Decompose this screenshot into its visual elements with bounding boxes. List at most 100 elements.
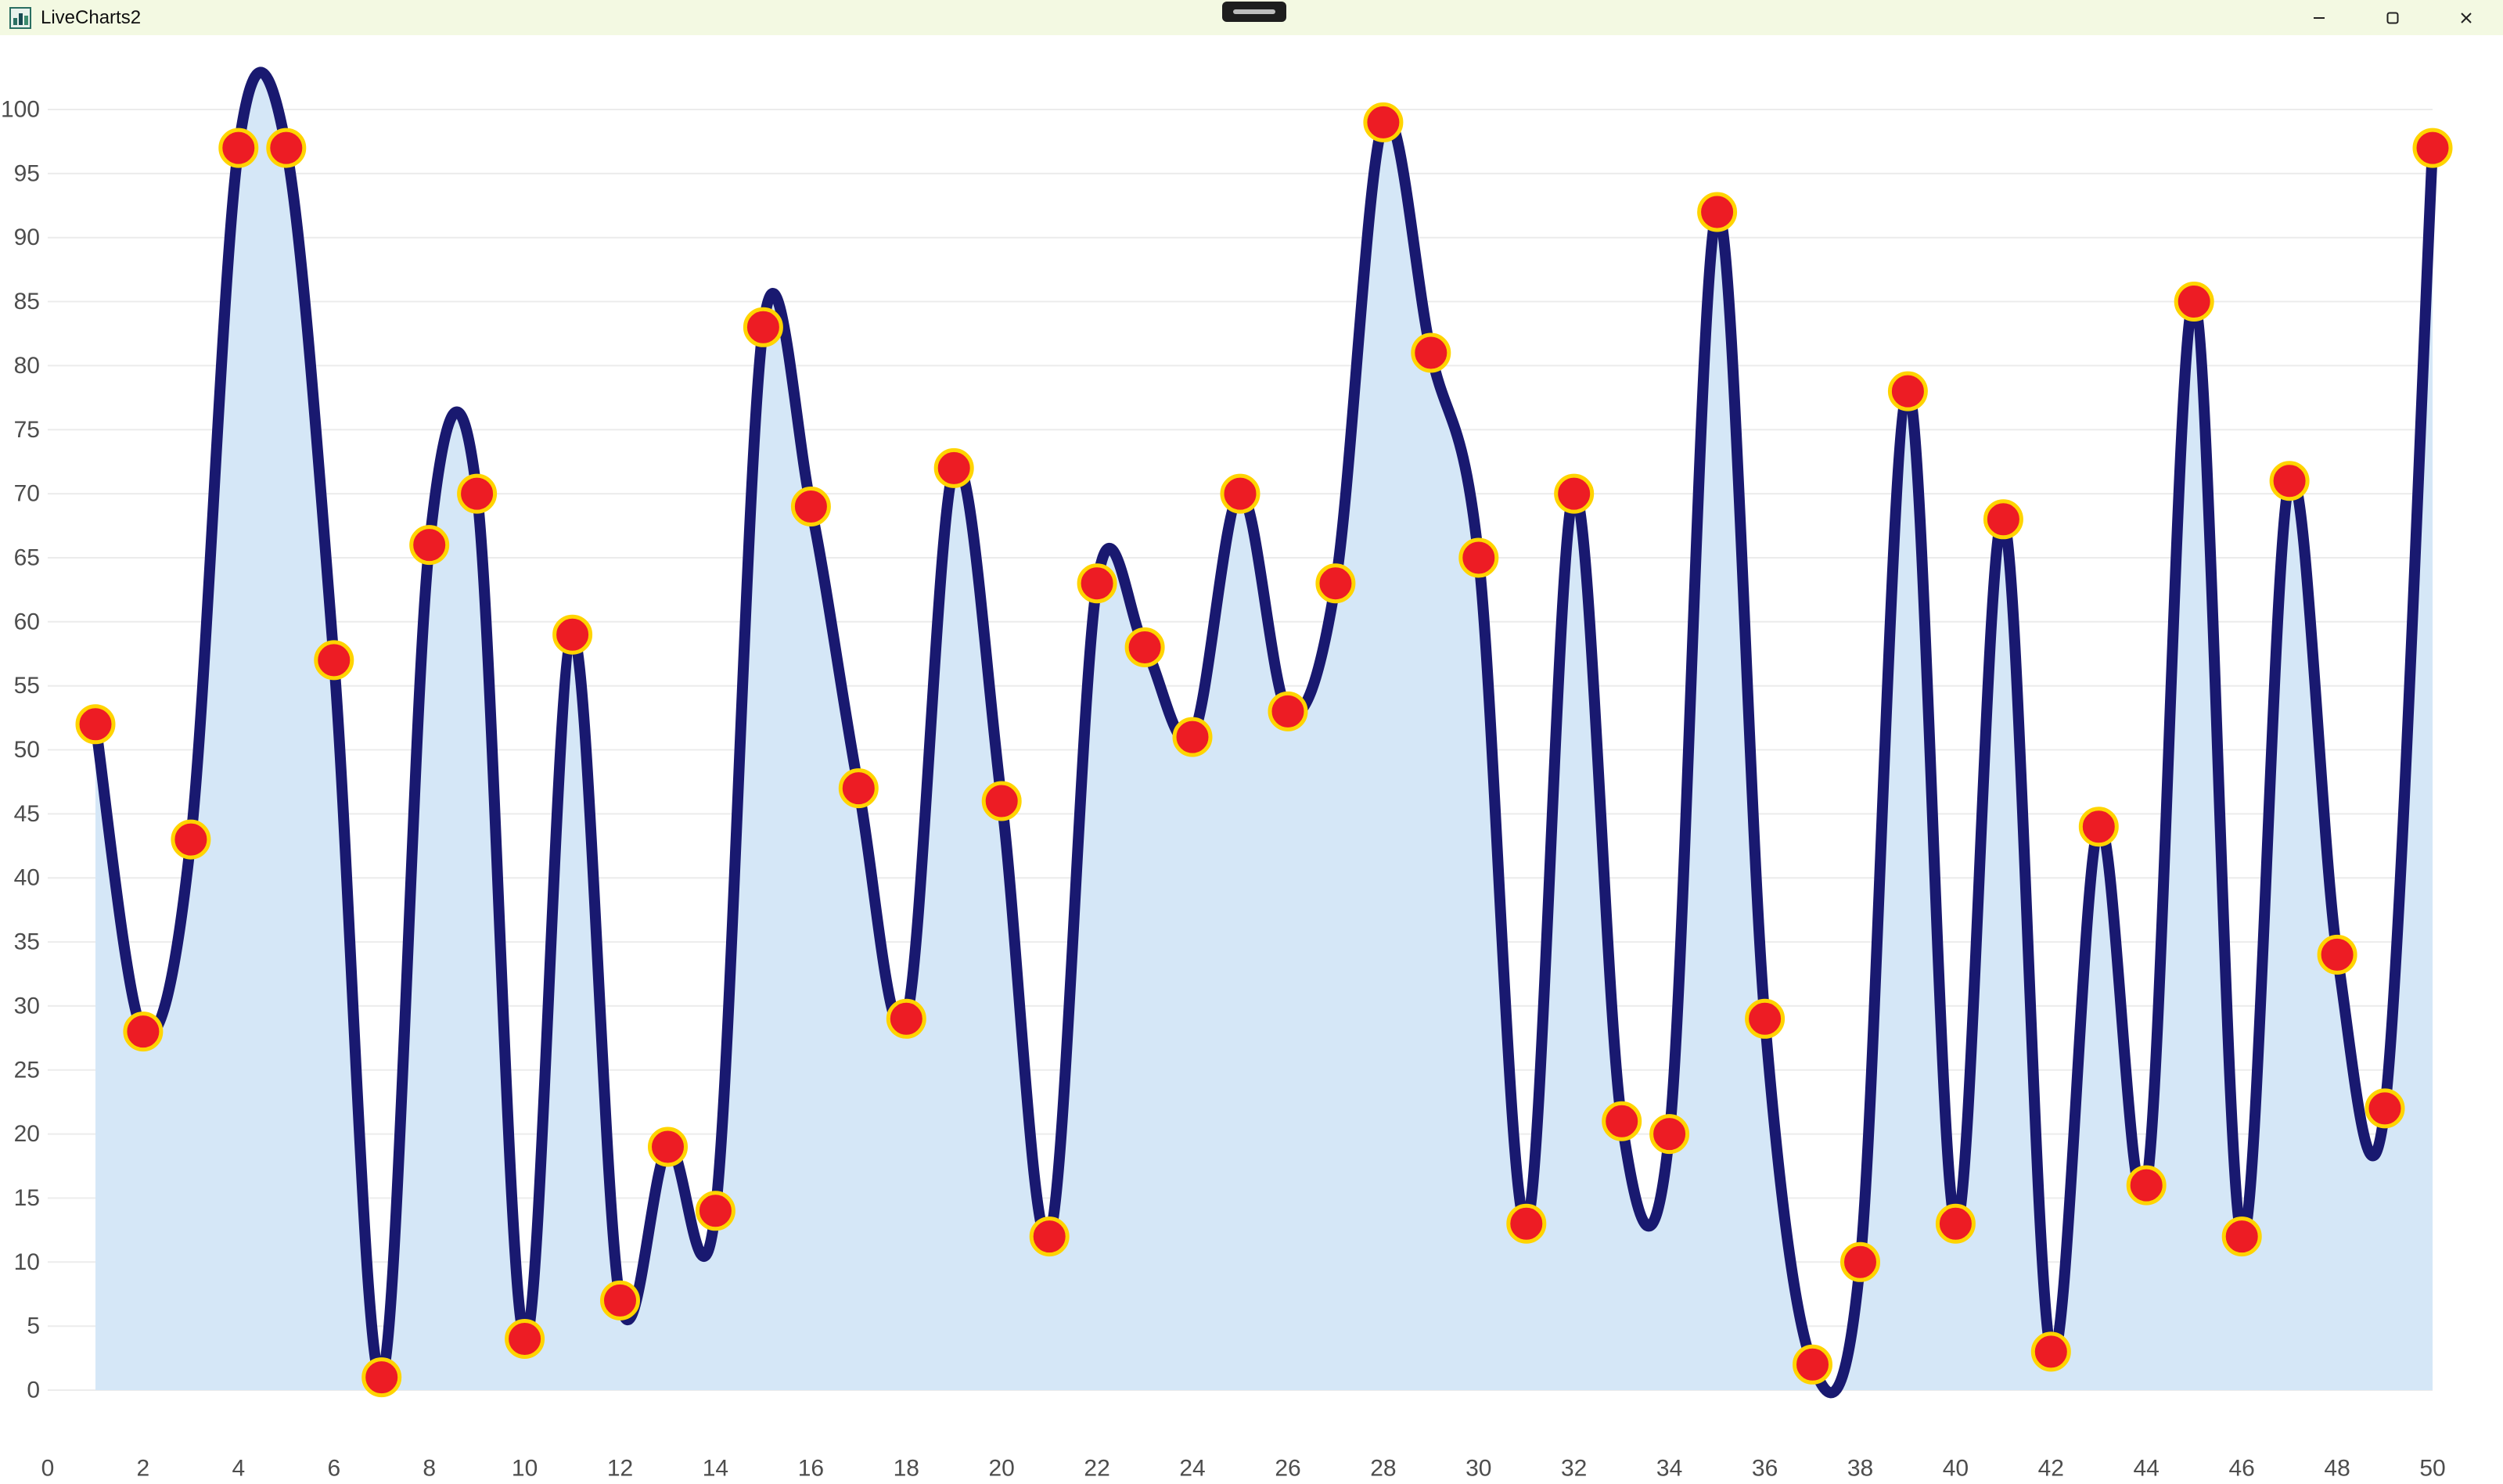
data-point[interactable]: 50: 97 [2412,128,2453,168]
data-point[interactable]: 12: 7 [600,1280,640,1321]
y-tick-label: 30 [14,993,40,1019]
snap-indicator-line [1233,9,1275,14]
maximize-button[interactable] [2356,0,2429,35]
data-point[interactable]: 40: 13 [1935,1203,1976,1244]
data-point[interactable]: 9: 70 [457,473,498,514]
data-point[interactable]: 11: 59 [552,614,593,655]
area-fill [95,72,2433,1393]
x-tick-label: 30 [1465,1456,1491,1482]
x-tick-label: 42 [2038,1456,2064,1482]
data-point[interactable]: 4: 97 [218,128,259,168]
window-controls [2282,0,2503,35]
data-point[interactable]: 49: 22 [2365,1088,2405,1129]
app-icon [9,6,31,29]
y-tick-label: 0 [27,1378,40,1403]
x-tick-label: 36 [1752,1456,1778,1482]
x-tick-label: 28 [1370,1456,1396,1482]
window-title: LiveCharts2 [41,6,142,28]
y-tick-label: 25 [14,1057,40,1083]
data-point[interactable]: 6: 57 [314,640,354,681]
data-point[interactable]: 42: 3 [2030,1331,2071,1372]
data-point[interactable]: 32: 70 [1554,473,1595,514]
x-tick-label: 2 [137,1456,150,1482]
data-point[interactable]: 38: 10 [1840,1241,1880,1282]
data-point[interactable]: 21: 12 [1029,1216,1070,1257]
x-tick-label: 26 [1275,1456,1300,1482]
y-tick-label: 75 [14,417,40,443]
x-tick-label: 18 [894,1456,919,1482]
data-point[interactable]: 36: 29 [1745,998,1786,1039]
y-tick-label: 85 [14,289,40,314]
x-tick-label: 50 [2419,1456,2445,1482]
x-tick-label: 6 [327,1456,340,1482]
data-point[interactable]: 39: 78 [1887,371,1928,411]
x-tick-label: 38 [1847,1456,1873,1482]
close-icon [2458,9,2475,27]
minimize-icon [2311,9,2328,27]
y-tick-label: 20 [14,1121,40,1147]
y-tick-label: 100 [1,97,40,123]
close-button[interactable] [2429,0,2503,35]
data-point[interactable]: 5: 97 [266,128,307,168]
data-point[interactable]: 35: 92 [1697,192,1738,232]
x-tick-label: 48 [2324,1456,2350,1482]
data-point[interactable]: 30: 65 [1458,537,1499,578]
y-axis-labels: 0 5 10 15 20 25 30 35 40 45 50 55 60 65 70 75 80 85 90 95 10… [1,97,40,1403]
data-point[interactable]: 23: 58 [1124,627,1165,667]
data-point[interactable]: 20: 46 [981,781,1022,821]
titlebar: LiveCharts2 [0,0,2503,35]
y-tick-label: 95 [14,160,40,186]
x-tick-label: 24 [1179,1456,1205,1482]
data-point[interactable]: 26: 53 [1268,691,1308,731]
minimize-button[interactable] [2282,0,2356,35]
y-tick-label: 70 [14,481,40,507]
x-tick-label: 32 [1561,1456,1587,1482]
data-point[interactable]: 31: 13 [1506,1203,1547,1244]
data-point[interactable]: 34: 20 [1649,1114,1690,1155]
y-tick-label: 35 [14,929,40,955]
data-point[interactable]: 29: 81 [1411,332,1451,373]
data-point[interactable]: 37: 2 [1793,1344,1832,1385]
data-point[interactable]: 43: 44 [2078,807,2119,847]
y-tick-label: 10 [14,1249,40,1275]
data-point[interactable]: 7: 1 [361,1357,402,1398]
data-point[interactable]: 22: 63 [1077,563,1117,604]
x-tick-label: 40 [1943,1456,1969,1482]
data-point[interactable]: 48: 34 [2317,934,2357,975]
data-point[interactable]: 18: 29 [886,998,926,1039]
line-chart: 0 5 10 15 20 25 30 35 40 45 50 55 60 65 70 75 80 85 90 95 10… [0,35,2503,1484]
x-tick-label: 4 [232,1456,245,1482]
data-point[interactable]: 17: 47 [838,768,879,809]
y-tick-label: 15 [14,1185,40,1211]
data-point[interactable]: 16: 69 [790,487,831,526]
data-point[interactable]: 27: 63 [1315,563,1356,604]
data-point[interactable]: 3: 43 [171,819,211,860]
data-point[interactable]: 15: 83 [743,307,783,347]
x-tick-label: 0 [41,1456,55,1482]
data-point[interactable]: 47: 71 [2269,461,2310,501]
data-point[interactable]: 46: 12 [2221,1216,2262,1257]
data-point[interactable]: 19: 72 [933,447,974,488]
y-tick-label: 45 [14,801,40,827]
data-point[interactable]: 45: 85 [2174,282,2214,322]
data-point[interactable]: 41: 68 [1983,499,2023,540]
data-point[interactable]: 1: 52 [75,704,116,745]
y-tick-label: 60 [14,609,40,634]
data-point[interactable]: 8: 66 [409,525,450,566]
data-point[interactable]: 28: 99 [1363,102,1404,142]
data-point[interactable]: 24: 51 [1172,717,1213,757]
data-point[interactable]: 2: 28 [123,1011,164,1052]
titlebar-left: LiveCharts2 [0,0,141,35]
data-point[interactable]: 33: 21 [1602,1101,1642,1141]
x-tick-label: 8 [423,1456,436,1482]
y-tick-label: 65 [14,545,40,571]
data-point[interactable]: 14: 14 [695,1191,735,1231]
x-tick-label: 34 [1656,1456,1682,1482]
x-tick-label: 12 [607,1456,633,1482]
x-tick-label: 14 [703,1456,728,1482]
data-point[interactable]: 25: 70 [1220,473,1260,514]
y-tick-label: 90 [14,225,40,250]
data-point[interactable]: 10: 4 [505,1319,545,1359]
data-point[interactable]: 13: 19 [648,1126,688,1167]
data-point[interactable]: 44: 16 [2126,1165,2167,1206]
